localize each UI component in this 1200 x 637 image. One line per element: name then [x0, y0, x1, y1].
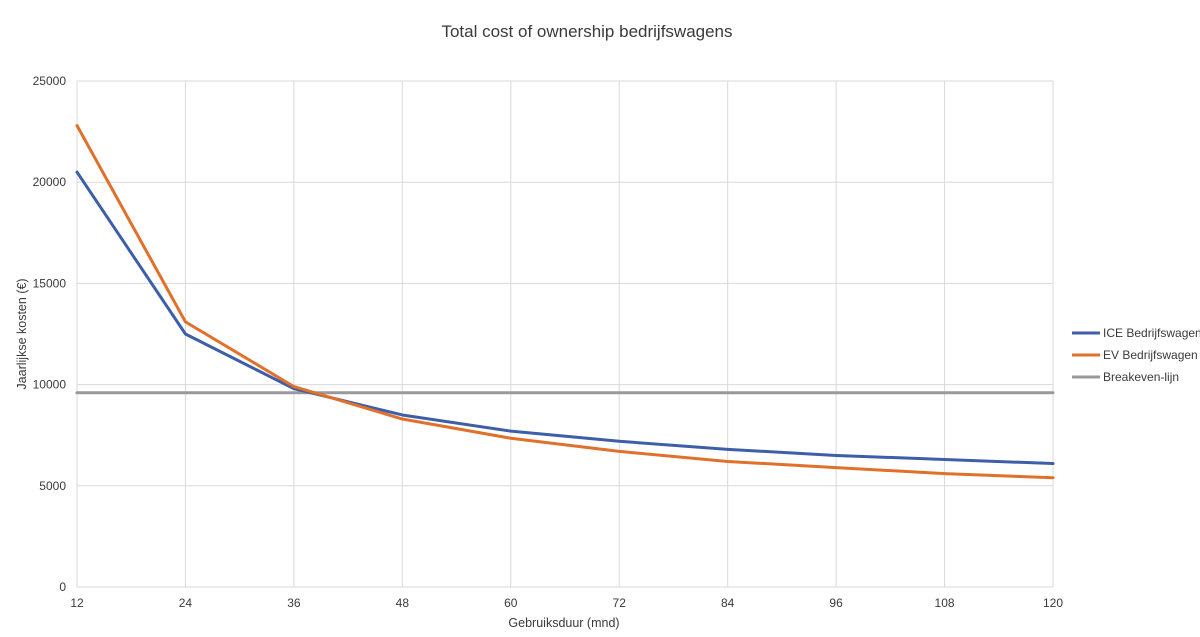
series-line-ice-bedrijfswagen: [75, 170, 1055, 466]
y-tick-label: 15000: [33, 276, 67, 290]
y-axis-label: Jaarlijkse kosten (€): [15, 278, 29, 389]
grid: [76, 80, 1054, 588]
y-tick-label: 25000: [33, 74, 67, 88]
chart-title: Total cost of ownership bedrijfswagens: [441, 22, 732, 41]
y-tick-label: 10000: [33, 378, 67, 392]
x-tick-label: 120: [1043, 596, 1063, 610]
y-tick-label: 0: [59, 580, 66, 594]
legend-label: ICE Bedrijfswagen: [1103, 326, 1200, 340]
x-tick-label: 24: [179, 596, 193, 610]
legend-label: Breakeven-lijn: [1103, 370, 1179, 384]
y-axis-ticks: 0 5000 10000 15000 20000 25000: [33, 74, 67, 594]
series-line-ev-bedrijfswagen: [75, 124, 1055, 480]
x-axis-ticks: 12 24 36 48 60 72 84 96 108 120: [70, 596, 1063, 610]
x-axis-label: Gebruiksduur (mnd): [508, 616, 619, 630]
x-tick-label: 48: [396, 596, 410, 610]
x-tick-label: 72: [613, 596, 627, 610]
x-tick-label: 60: [504, 596, 518, 610]
x-tick-label: 84: [721, 596, 735, 610]
y-tick-label: 20000: [33, 175, 67, 189]
legend: ICE Bedrijfswagen EV Bedrijfswagen Breakev…: [1072, 326, 1200, 384]
series-lines: [75, 124, 1055, 480]
x-tick-label: 108: [935, 596, 955, 610]
x-tick-label: 96: [829, 596, 843, 610]
x-tick-label: 12: [70, 596, 84, 610]
x-tick-label: 36: [287, 596, 301, 610]
y-tick-label: 5000: [39, 479, 66, 493]
legend-label: EV Bedrijfswagen: [1103, 348, 1198, 362]
